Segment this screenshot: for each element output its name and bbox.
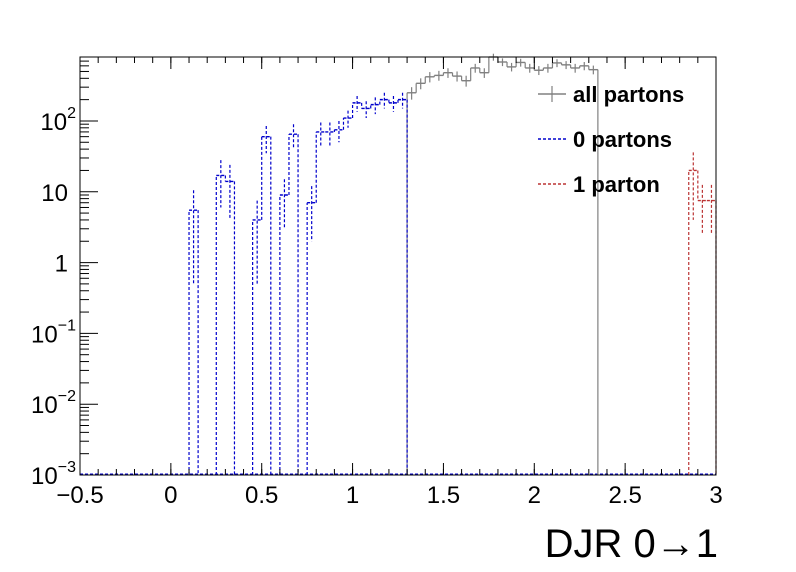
plot-background	[80, 57, 716, 475]
histogram-layer	[80, 53, 717, 475]
x-tick-label: 2.5	[608, 482, 641, 509]
x-tick-label: 1	[346, 482, 359, 509]
x-tick-label: −0.5	[56, 482, 103, 509]
series-0-partons	[188, 92, 408, 475]
x-axis-title: DJR 0→1	[545, 522, 718, 566]
legend-entry-label: 0 partons	[573, 127, 672, 152]
x-tick-label: 3	[709, 482, 722, 509]
legend: all partons 0 partons 1 parton	[538, 82, 684, 197]
series-all-partons	[406, 53, 599, 475]
x-tick-label: 0.5	[245, 482, 278, 509]
legend-entry-label: all partons	[573, 82, 684, 107]
y-tick-label: 1	[55, 251, 68, 278]
y-tick-label: 10−1	[31, 317, 76, 348]
legend-entry-label: 1 parton	[573, 172, 660, 197]
x-tick-label: 0	[164, 482, 177, 509]
y-tick-label: 10	[41, 180, 68, 207]
x-tick-label: 1.5	[427, 482, 460, 509]
y-tick-label: 102	[40, 105, 76, 136]
y-tick-label: 10−3	[31, 459, 76, 490]
axis-layer: −0.5 0 0.5 1 1.5 2 2.5 3 10−3 10−2 10−1 1 10 102	[31, 56, 723, 509]
x-tick-label: 2	[528, 482, 541, 509]
y-tick-label: 10−2	[31, 388, 76, 419]
